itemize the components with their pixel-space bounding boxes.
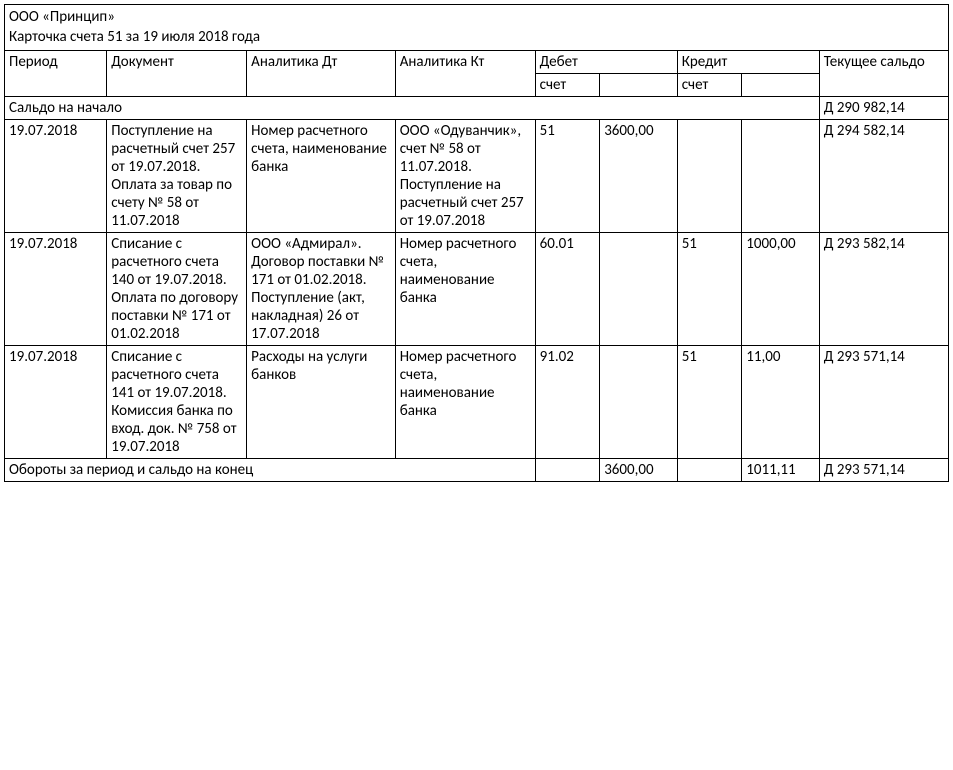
col-an-kt: Аналитика Кт — [395, 50, 535, 96]
cell-period: 19.07.2018 — [5, 345, 107, 458]
col-debit-acct: счет — [535, 73, 600, 96]
cell-an-dt: Номер расчетного счета, наименование бан… — [247, 119, 396, 232]
col-credit-acct: счет — [677, 73, 742, 96]
table-row: 19.07.2018Поступление на расчетный счет … — [5, 119, 949, 232]
cell-balance: Д 293 582,14 — [819, 232, 948, 345]
cell-an-dt: ООО «Адмирал». Договор поставки № 171 от… — [247, 232, 396, 345]
cell-credit-amt: 11,00 — [742, 345, 820, 458]
closing-credit-amt: 1011,11 — [742, 458, 820, 481]
col-document: Документ — [107, 50, 247, 96]
closing-debit-amt: 3600,00 — [600, 458, 678, 481]
col-an-dt: Аналитика Дт — [247, 50, 396, 96]
cell-debit-amt: 3600,00 — [600, 119, 678, 232]
cell-an-dt: Расходы на услуги банков — [247, 345, 396, 458]
col-credit-amt — [742, 73, 820, 96]
col-period: Период — [5, 50, 107, 96]
cell-period: 19.07.2018 — [5, 232, 107, 345]
cell-document: Поступление на расчетный счет 257 от 19.… — [107, 119, 247, 232]
closing-row: Обороты за период и сальдо на конец 3600… — [5, 458, 949, 481]
cell-debit-amt — [600, 345, 678, 458]
col-debit-amt — [600, 73, 678, 96]
report-header: ООО «Принцип» Карточка счета 51 за 19 ию… — [5, 5, 949, 51]
cell-credit-amt — [742, 119, 820, 232]
cell-debit-acct: 91.02 — [535, 345, 600, 458]
cell-credit-acct: 51 — [677, 345, 742, 458]
col-debit: Дебет — [535, 50, 677, 73]
cell-document: Списание с расчетного счета 141 от 19.07… — [107, 345, 247, 458]
closing-debit-acct — [535, 458, 600, 481]
closing-balance: Д 293 571,14 — [819, 458, 948, 481]
cell-credit-acct: 51 — [677, 232, 742, 345]
org-name: ООО «Принцип» — [9, 8, 115, 26]
cell-debit-amt — [600, 232, 678, 345]
col-balance: Текущее сальдо — [819, 50, 948, 96]
cell-period: 19.07.2018 — [5, 119, 107, 232]
cell-an-kt: ООО «Одуванчик», счет № 58 от 11.07.2018… — [395, 119, 535, 232]
cell-credit-acct — [677, 119, 742, 232]
header-row-1: Период Документ Аналитика Дт Аналитика К… — [5, 50, 949, 73]
cell-an-kt: Номер расчетного счета, наименование бан… — [395, 345, 535, 458]
cell-balance: Д 293 571,14 — [819, 345, 948, 458]
table-row: 19.07.2018Списание с расчетного счета 14… — [5, 232, 949, 345]
cell-an-kt: Номер расчетного счета, наименование бан… — [395, 232, 535, 345]
cell-credit-amt: 1000,00 — [742, 232, 820, 345]
col-credit: Кредит — [677, 50, 819, 73]
opening-balance-label: Сальдо на начало — [5, 96, 820, 119]
cell-debit-acct: 51 — [535, 119, 600, 232]
closing-label: Обороты за период и сальдо на конец — [5, 458, 536, 481]
table-row: 19.07.2018Списание с расчетного счета 14… — [5, 345, 949, 458]
cell-document: Списание с расчетного счета 140 от 19.07… — [107, 232, 247, 345]
closing-credit-acct — [677, 458, 742, 481]
cell-balance: Д 294 582,14 — [819, 119, 948, 232]
opening-balance-value: Д 290 982,14 — [819, 96, 948, 119]
report-title: Карточка счета 51 за 19 июля 2018 года — [9, 28, 260, 46]
account-card-table: ООО «Принцип» Карточка счета 51 за 19 ию… — [4, 4, 949, 482]
cell-debit-acct: 60.01 — [535, 232, 600, 345]
opening-balance-row: Сальдо на начало Д 290 982,14 — [5, 96, 949, 119]
